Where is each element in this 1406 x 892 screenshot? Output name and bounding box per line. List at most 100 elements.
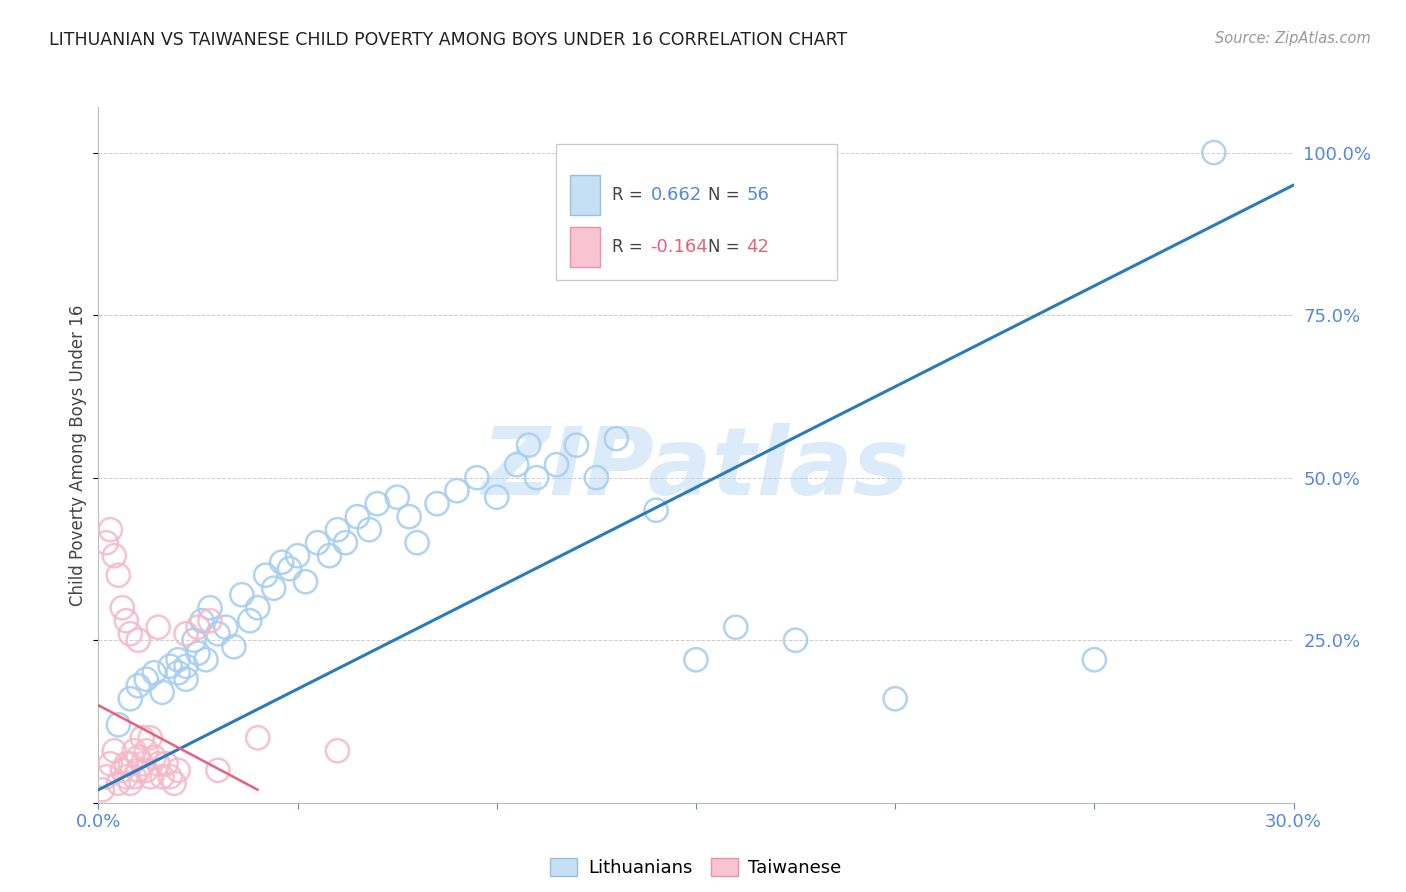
Text: 56: 56 [747,186,769,203]
Point [385,490,409,504]
Point [485,490,508,504]
Point [155,756,177,771]
Point [446,483,468,498]
Point [159,659,181,673]
Point [150,685,173,699]
Point [100,523,122,537]
Point [174,659,197,673]
Point [278,562,301,576]
Point [120,776,142,790]
Point [585,471,607,485]
Point [506,458,529,472]
Point [167,665,190,680]
Point [366,497,388,511]
Point [167,764,190,778]
Point [246,600,269,615]
Point [167,653,190,667]
Point [107,568,129,582]
Point [326,744,349,758]
Point [115,756,138,771]
Point [239,614,262,628]
Point [100,756,122,771]
Point [318,549,340,563]
Point [127,679,149,693]
Point [465,471,488,485]
Point [645,503,668,517]
FancyBboxPatch shape [571,175,600,215]
Point [398,509,420,524]
Point [685,653,707,667]
Point [207,764,229,778]
Text: -0.164: -0.164 [651,238,709,256]
Point [254,568,277,582]
Point [139,770,162,784]
Point [127,633,149,648]
Point [1202,145,1225,160]
Point [111,600,134,615]
Text: R =: R = [613,186,648,203]
Point [115,770,138,784]
Point [91,782,114,797]
Point [406,535,429,549]
Point [120,756,142,771]
Point [174,672,197,686]
Point [426,497,449,511]
Point [246,731,269,745]
Text: 0.662: 0.662 [651,186,702,203]
Point [96,770,118,784]
Point [163,776,186,790]
Point [135,764,157,778]
Point [135,672,157,686]
Point [207,626,229,640]
Point [124,744,146,758]
Point [359,523,381,537]
Legend: Lithuanians, Taiwanese: Lithuanians, Taiwanese [543,850,849,884]
Point [174,626,197,640]
Point [148,620,170,634]
Text: R =: R = [613,238,648,256]
Text: N =: N = [709,186,745,203]
Point [131,756,153,771]
Point [195,653,218,667]
Point [103,744,125,758]
Point [183,633,205,648]
Point [103,549,125,563]
Point [884,691,907,706]
Point [335,535,357,549]
Point [1083,653,1105,667]
Point [115,614,138,628]
Text: ZIPatlas: ZIPatlas [482,423,910,515]
Point [526,471,548,485]
Point [124,770,146,784]
Point [143,665,166,680]
Text: N =: N = [709,238,745,256]
Point [565,438,588,452]
FancyBboxPatch shape [571,227,600,267]
Point [96,535,118,549]
Point [287,549,309,563]
Point [159,770,181,784]
Point [326,523,349,537]
Point [605,432,627,446]
Point [198,600,221,615]
Point [724,620,747,634]
Point [231,588,253,602]
Point [198,614,221,628]
Point [139,731,162,745]
Point [346,509,368,524]
Point [785,633,807,648]
Point [307,535,329,549]
Point [120,691,142,706]
Point [546,458,568,472]
Point [127,764,149,778]
Point [111,764,134,778]
Text: 42: 42 [747,238,769,256]
Point [191,614,214,628]
Point [150,770,173,784]
Point [270,555,292,569]
Text: Source: ZipAtlas.com: Source: ZipAtlas.com [1215,31,1371,46]
Y-axis label: Child Poverty Among Boys Under 16: Child Poverty Among Boys Under 16 [69,304,87,606]
Point [143,750,166,764]
Point [222,640,245,654]
Point [107,718,129,732]
